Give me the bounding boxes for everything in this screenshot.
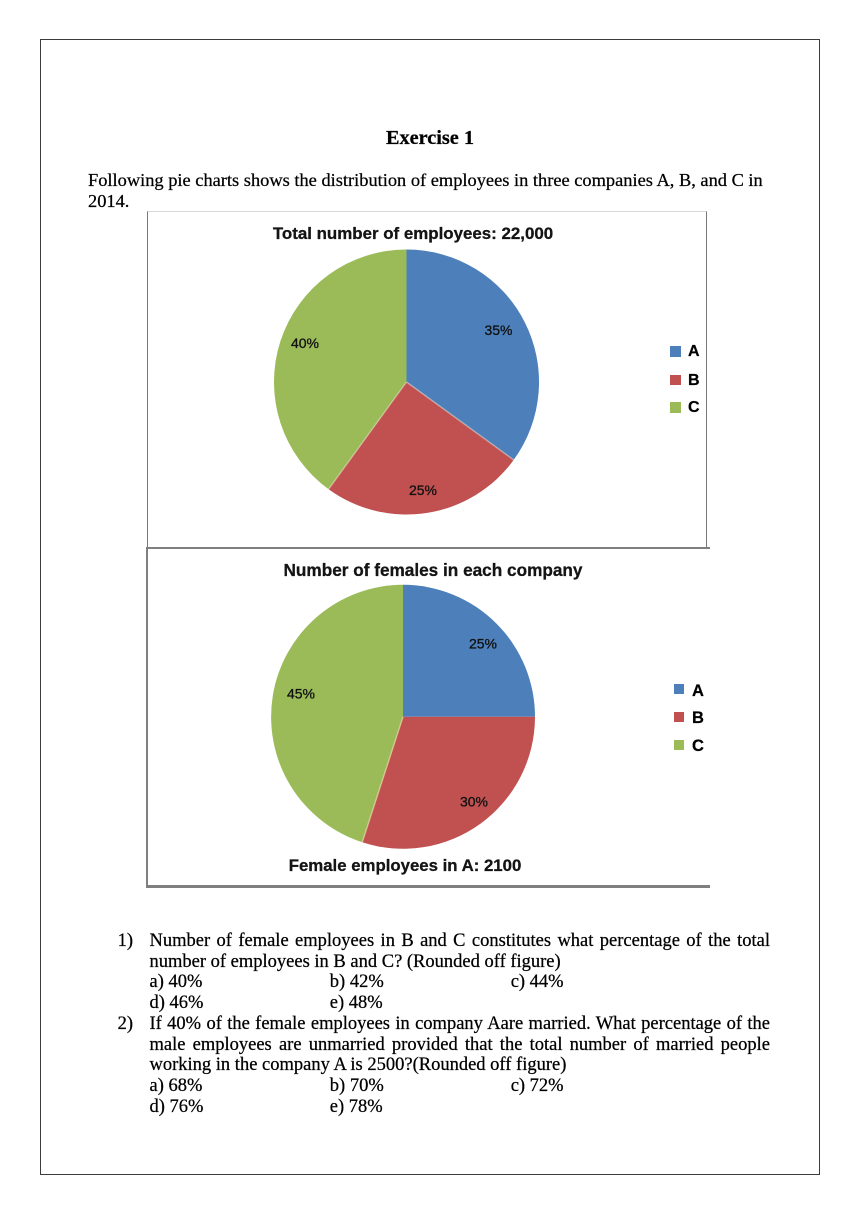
svg-text:35%: 35% [484, 322, 512, 338]
svg-text:25%: 25% [469, 636, 497, 652]
svg-text:40%: 40% [291, 335, 319, 351]
svg-text:45%: 45% [287, 686, 315, 702]
svg-text:25%: 25% [409, 482, 437, 498]
svg-text:30%: 30% [460, 794, 488, 810]
